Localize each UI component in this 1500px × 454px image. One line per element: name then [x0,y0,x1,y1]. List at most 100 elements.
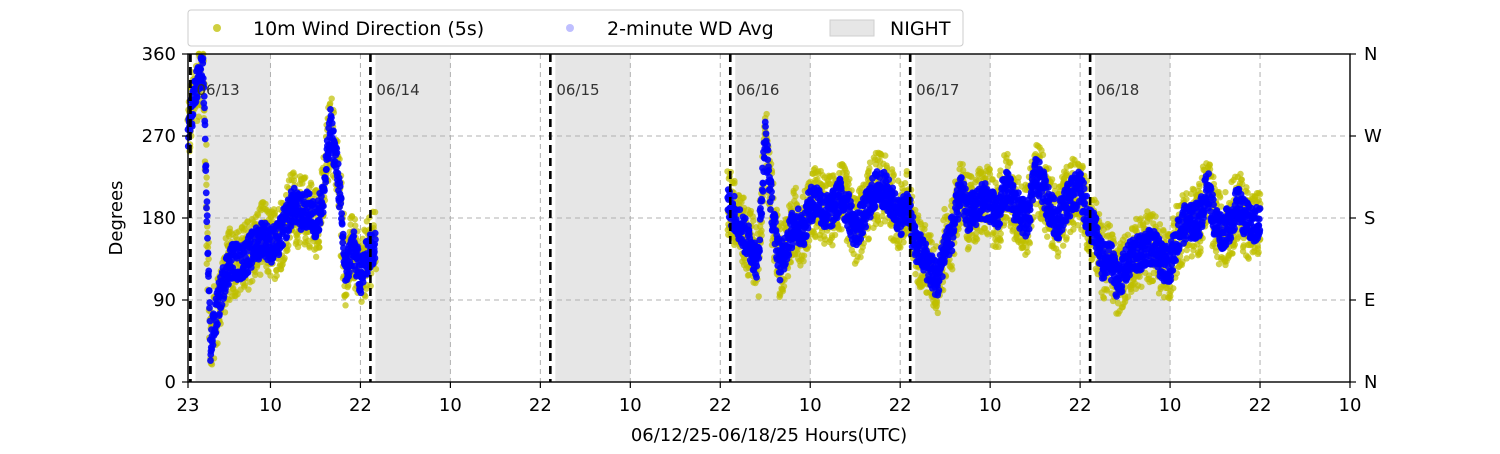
wind-5s-point [1206,161,1212,167]
wind-5s-point [1060,242,1066,248]
wd-avg-point [283,233,290,240]
wd-avg-point [337,183,344,190]
wind-5s-point [1007,160,1013,166]
wind-5s-point [249,278,255,284]
wd-avg-point [962,185,969,192]
wd-avg-point [203,189,210,196]
wd-avg-point [372,236,379,243]
wind-5s-point [793,185,799,191]
wind-5s-point [315,239,321,245]
wind-5s-point [1189,253,1195,259]
wind-5s-point [838,226,844,232]
wd-avg-point [848,202,855,209]
wd-avg-point [322,179,329,186]
wd-avg-point [1055,235,1062,242]
wd-avg-point [801,241,808,248]
wind-5s-point [960,161,966,167]
wd-avg-point [731,193,738,200]
wind-5s-point [342,302,348,308]
wind-5s-point [1170,285,1176,291]
wd-avg-point [1010,182,1017,189]
wd-avg-point [201,104,208,111]
wind-5s-point [358,298,364,304]
wd-avg-point [948,241,955,248]
wd-avg-point [275,251,282,258]
wind-5s-point [1093,200,1099,206]
wind-5s-point [844,170,850,176]
wind-5s-point [1150,278,1156,284]
wd-avg-point [803,232,810,239]
wd-avg-point [1015,189,1022,196]
wind-5s-point [974,236,980,242]
wind-5s-point [934,300,940,306]
wd-avg-point [772,219,779,226]
wd-avg-point [371,248,378,255]
wd-avg-point [1026,226,1033,233]
wind-5s-point [1049,176,1055,182]
wd-avg-point [323,166,330,173]
wd-avg-point [203,218,210,225]
wind-5s-point [281,255,287,261]
wd-avg-point [762,123,769,130]
wd-avg-point [338,195,345,202]
wd-avg-point [205,267,212,274]
wind-5s-point [1138,284,1144,290]
wd-avg-point [760,188,767,195]
wind-5s-point [1160,227,1166,233]
wind-5s-point [995,244,1001,250]
wind-5s-point [1101,295,1107,301]
wind-5s-point [352,222,358,228]
wd-avg-point [329,120,336,127]
wd-avg-point [996,220,1003,227]
wind-5s-point [203,141,209,147]
wind-5s-point [865,235,871,241]
wind-5s-point [1044,234,1050,240]
wd-avg-point [753,263,760,270]
wind-5s-point [941,206,947,212]
wd-avg-point [351,228,358,235]
wd-avg-point [338,210,345,217]
wd-avg-point [939,273,946,280]
wd-avg-point [320,209,327,216]
wd-avg-point [795,205,802,212]
wd-avg-point [872,203,879,210]
wind-5s-point [882,152,888,158]
wd-avg-point [764,156,771,163]
wd-avg-point [204,212,211,219]
wd-avg-point [204,235,211,242]
wd-avg-point [214,321,221,328]
wind-5s-point [1243,184,1249,190]
wd-avg-point [922,240,929,247]
wind-5s-point [998,238,1004,244]
wind-5s-point [801,252,807,258]
wd-avg-point [372,230,379,237]
wd-avg-point [320,203,327,210]
wd-avg-point [1042,177,1049,184]
wind-5s-point [1015,174,1021,180]
wind-5s-point [352,216,358,222]
wind-5s-point [313,254,319,260]
wd-avg-point [334,149,341,156]
wind-5s-point [271,211,277,217]
wd-avg-point [210,342,217,349]
wind-5s-point [245,286,251,292]
wind-5s-point [927,232,933,238]
wd-avg-point [755,255,762,262]
wd-avg-point [358,289,365,296]
wd-avg-point [360,279,367,286]
wind-5s-point [832,232,838,238]
wd-avg-point [372,255,379,262]
wd-avg-point [317,220,324,227]
wind-5s-point [203,174,209,180]
wd-avg-point [1029,197,1036,204]
wind-5s-point [1125,232,1131,238]
wind-5s-point [273,273,279,279]
wind-5s-point [756,293,762,299]
wind-5s-point [1026,239,1032,245]
wind-5s-point [372,209,378,215]
wd-avg-point [346,269,353,276]
wd-avg-point [973,221,980,228]
wind-5s-point [800,258,806,264]
